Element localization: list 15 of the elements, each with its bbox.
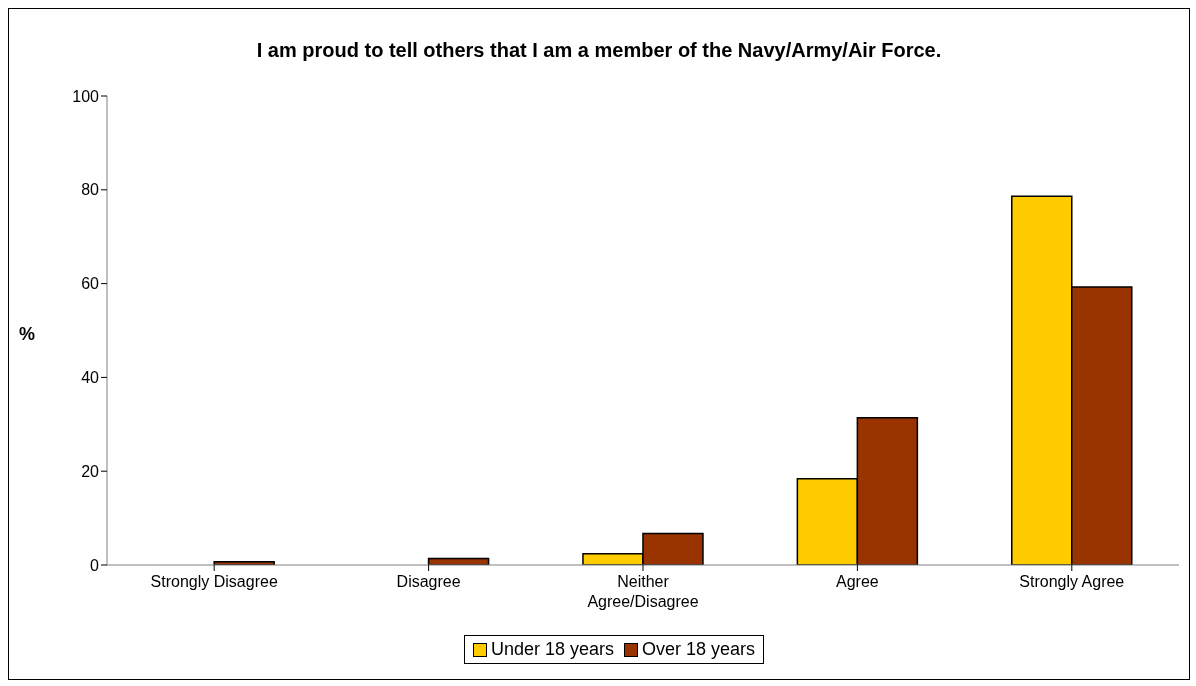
y-tick-label: 0 bbox=[90, 556, 100, 574]
y-tick-label: 80 bbox=[81, 181, 100, 199]
x-tick-label: Strongly Disagree bbox=[150, 573, 278, 590]
x-tick-label: Neither Agree/Disagree bbox=[587, 573, 699, 610]
legend-label: Under 18 years bbox=[489, 639, 615, 660]
x-tick-label: Agree bbox=[836, 573, 879, 590]
x-tick-label: Disagree bbox=[396, 573, 461, 590]
y-tick-label: 20 bbox=[81, 462, 100, 480]
chart-title: I am proud to tell others that I am a member of the Navy/Army/Air Force. bbox=[255, 39, 943, 62]
legend-label: Over 18 years bbox=[641, 639, 756, 660]
y-tick-label: 100 bbox=[72, 87, 100, 105]
y-tick-label: 40 bbox=[81, 369, 100, 387]
y-tick-label: 60 bbox=[81, 275, 100, 293]
y-axis-title: % bbox=[19, 324, 36, 345]
x-tick-label: Strongly Agree bbox=[1019, 573, 1125, 590]
